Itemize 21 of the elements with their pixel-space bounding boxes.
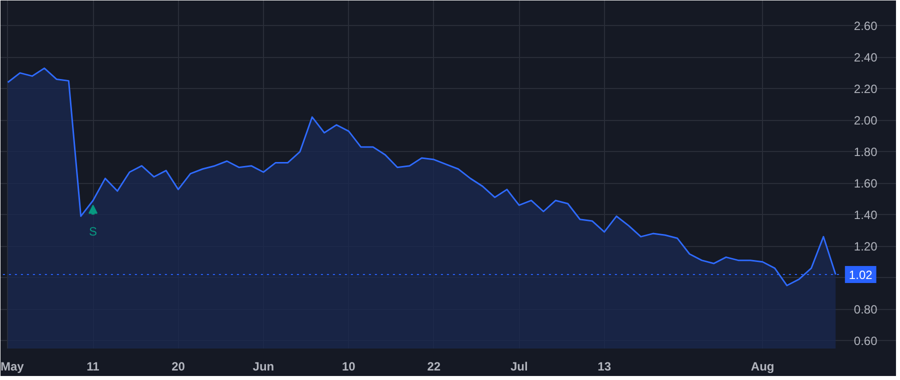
x-tick-label: 20 [172,360,186,374]
annotation: S [89,224,98,238]
x-tick-label: 22 [427,360,441,374]
x-tick-label: Jun [252,360,274,374]
x-tick-label: Jul [510,360,528,374]
y-tick-label: 2.40 [854,50,878,65]
y-tick-label: 1.20 [854,240,878,254]
y-tick-label: 1.40 [854,208,878,222]
x-tick-label: 10 [342,360,356,374]
y-tick-label: 0.60 [854,334,878,348]
y-tick-label: 0.80 [854,302,878,317]
x-tick-label: 13 [598,360,612,374]
y-tick-label: 1.80 [854,145,878,160]
x-tick-label: May [0,360,24,374]
y-tick-label: 2.20 [854,82,878,96]
ref-line-label: 1.02 [848,268,873,282]
y-tick-label: 2.00 [854,114,878,128]
x-tick-label: 11 [86,360,100,374]
y-tick-label: 2.60 [854,19,878,34]
y-tick-label: 1.60 [854,176,878,191]
x-tick-label: Aug [750,360,774,374]
